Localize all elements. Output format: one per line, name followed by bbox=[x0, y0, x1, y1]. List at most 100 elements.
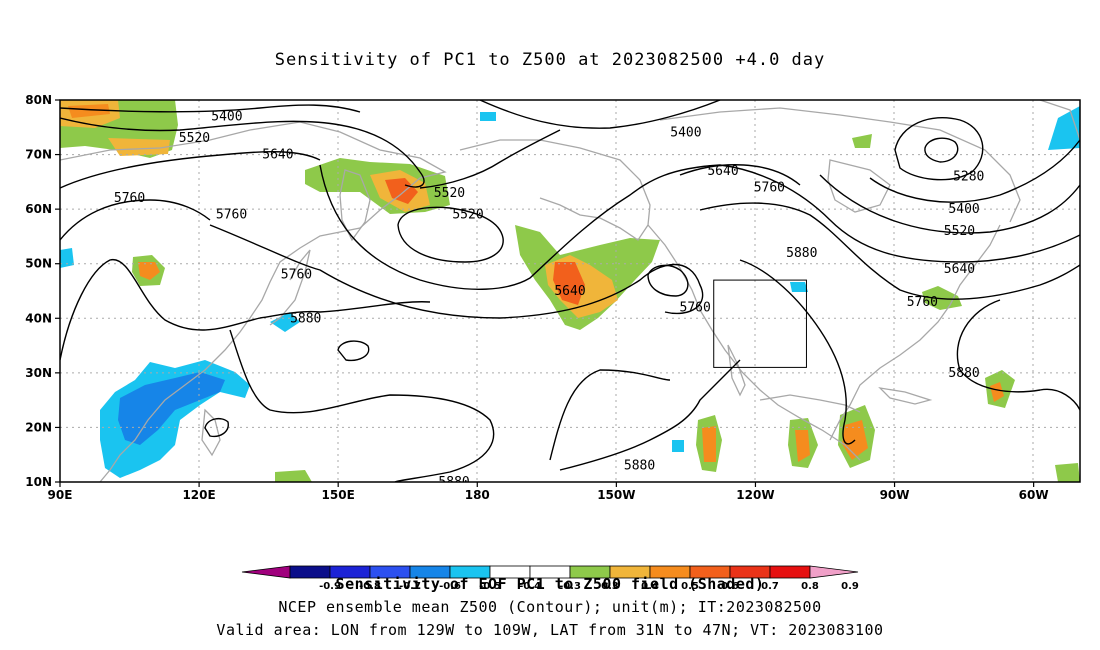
contour-label: 5640 bbox=[944, 262, 975, 277]
contour-5400-east bbox=[869, 139, 1080, 203]
lon-tick-label: 60W bbox=[1019, 488, 1049, 502]
lat-tick-label: 70N bbox=[25, 148, 52, 162]
coast-gulf-mexico bbox=[759, 394, 861, 413]
contour-5760-mid bbox=[209, 224, 704, 319]
coast-baja bbox=[727, 344, 746, 397]
sensitivity-shading bbox=[60, 100, 1080, 482]
contour-5520-low bbox=[397, 206, 504, 263]
contour-5880-south-pac bbox=[549, 369, 671, 461]
contour-5640-mid bbox=[319, 164, 1080, 290]
contour-5760-west bbox=[60, 199, 211, 241]
contour-5880-west bbox=[60, 259, 431, 361]
contour-label: 5520 bbox=[944, 224, 975, 239]
lat-tick-label: 30N bbox=[25, 366, 52, 380]
coast-alaska bbox=[459, 139, 651, 241]
colorbar-tick-label: -0.7 bbox=[399, 581, 421, 592]
contour-5880-se bbox=[739, 259, 856, 445]
contour-label: 5400 bbox=[670, 126, 701, 141]
lon-tick-label: 150W bbox=[597, 488, 635, 502]
contour-label: 5520 bbox=[452, 208, 483, 223]
contour-label: 5760 bbox=[754, 180, 785, 195]
lon-tick-label: 90E bbox=[48, 488, 73, 502]
colorbar-tick-label: 0.6 bbox=[721, 581, 739, 592]
lon-tick-label: 120E bbox=[182, 488, 215, 502]
colorbar-tick-label: 0.9 bbox=[841, 581, 859, 592]
shade-cyan-small-2 bbox=[790, 282, 808, 292]
shade-cyan-small-3 bbox=[480, 112, 496, 121]
contour-label: 5400 bbox=[211, 109, 242, 124]
contour-labels: 5400 5520 5640 5760 5760 5520 5520 5400 5640 5760… bbox=[114, 109, 984, 490]
contour-5760-inner-low bbox=[647, 264, 689, 297]
shade-cyan-small-4 bbox=[672, 440, 684, 452]
colorbar-tick-label: -0.9 bbox=[319, 581, 341, 592]
coast-kamchatka bbox=[339, 169, 371, 242]
colorbar-tick-label: 0.4 bbox=[641, 581, 659, 592]
caption-shading: Sensitivity of EOF PC1 to Z500 field (Sh… bbox=[335, 575, 765, 593]
contour-5640-east2 bbox=[679, 164, 801, 186]
contour-label: 5640 bbox=[554, 284, 585, 299]
contour-label: 5760 bbox=[114, 191, 145, 206]
lon-tick-label: 120W bbox=[736, 488, 774, 502]
lat-tick-label: 60N bbox=[25, 202, 52, 216]
lon-tick-label: 150E bbox=[322, 488, 355, 502]
lat-tick-label: 20N bbox=[25, 420, 52, 434]
coast-cuba bbox=[878, 387, 933, 405]
coast-greenland bbox=[1039, 100, 1080, 141]
map-frame bbox=[59, 99, 1081, 483]
valid-area-box bbox=[713, 279, 807, 368]
shade-orange-atlantic bbox=[990, 382, 1004, 402]
lat-tick-label: 10N bbox=[25, 475, 52, 489]
coast-philippines bbox=[201, 408, 221, 457]
colorbar-tick-label: 0.3 bbox=[601, 581, 619, 592]
contour-label: 5760 bbox=[907, 295, 938, 310]
contour-5280 bbox=[894, 116, 984, 181]
lat-tick-label: 80N bbox=[25, 93, 52, 107]
shade-orange-japan-n bbox=[138, 262, 160, 280]
colorbar-tick-label: -0.5 bbox=[479, 581, 501, 592]
colorbar-tick-label: 0.8 bbox=[801, 581, 819, 592]
z500-contours bbox=[60, 100, 1080, 482]
shade-green-pac-south bbox=[275, 470, 312, 482]
contour-label: 5280 bbox=[953, 169, 984, 184]
lon-tick-label: 90W bbox=[880, 488, 910, 502]
contour-label: 5760 bbox=[281, 268, 312, 283]
shade-orange-central-am bbox=[795, 430, 810, 462]
contour-label: 5880 bbox=[786, 246, 817, 261]
contour-5640-west bbox=[60, 151, 321, 189]
lat-tick-label: 40N bbox=[25, 311, 52, 325]
coast-japan bbox=[269, 249, 311, 326]
contour-5400-mid bbox=[479, 100, 721, 129]
shade-green-east-edge bbox=[1055, 463, 1080, 482]
shade-orange-arctic-3 bbox=[68, 104, 110, 118]
contour-label: 5880 bbox=[438, 475, 469, 490]
lon-axis: 90E 120E 150E 180 150W 120W 90W 60W bbox=[48, 482, 1049, 502]
contour-5520-west bbox=[60, 117, 425, 188]
contour-5760-eastbound bbox=[699, 202, 1080, 300]
contour-small-loop bbox=[337, 340, 370, 362]
contour-label: 5520 bbox=[434, 186, 465, 201]
contour-label: 5880 bbox=[948, 366, 979, 381]
coast-canada-arctic bbox=[659, 107, 1021, 223]
coast-na-east bbox=[829, 224, 1001, 441]
contour-5520-east bbox=[819, 174, 1080, 234]
contour-5520-mid bbox=[419, 129, 561, 189]
caption-contour: NCEP ensemble mean Z500 (Contour); unit(… bbox=[278, 598, 822, 616]
lon-tick-label: 180 bbox=[465, 488, 490, 502]
chart-title: Sensitivity of PC1 to Z500 at 2023082500… bbox=[274, 50, 826, 70]
contour-tiny-loop bbox=[204, 417, 229, 438]
contour-5400-west bbox=[60, 104, 361, 113]
shade-cyan-japan bbox=[270, 312, 300, 332]
shade-green-hudson bbox=[852, 134, 872, 148]
shade-green-newfoundland bbox=[922, 286, 962, 310]
contour-5280-inner bbox=[924, 137, 959, 163]
contour-label: 5400 bbox=[948, 202, 979, 217]
shade-blue-westpac bbox=[118, 372, 225, 445]
shade-red-pacific bbox=[553, 262, 585, 305]
contour-5880-atl bbox=[956, 299, 1080, 411]
colorbar-tick-label: -0.4 bbox=[519, 581, 541, 592]
contour-label: 5760 bbox=[216, 208, 247, 223]
shade-cyan-small-1 bbox=[60, 248, 74, 268]
colorbar-tick-label: 0.5 bbox=[681, 581, 699, 592]
